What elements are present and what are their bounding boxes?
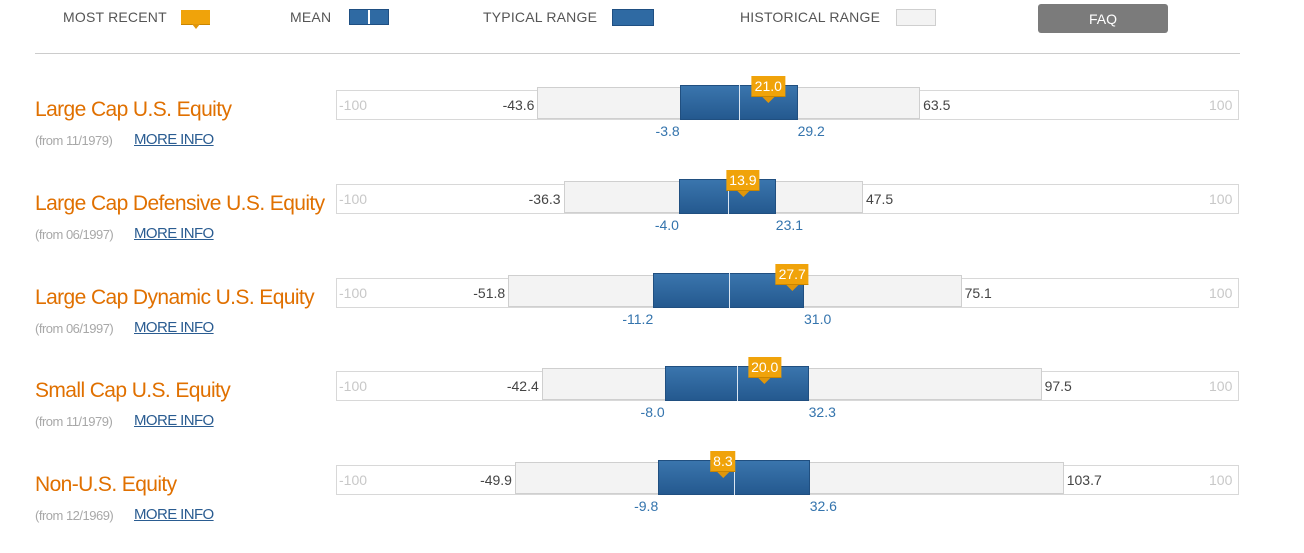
typical-high-label: 29.2 [797, 123, 825, 139]
most-recent-marker: 27.7 [775, 264, 809, 291]
range-row: Large Cap Dynamic U.S. Equity (from 06/19… [0, 264, 1304, 366]
range-row: Non-U.S. Equity (from 12/1969) MORE INFO -1… [0, 451, 1304, 553]
legend: MOST RECENT MEAN TYPICAL RANGE HISTORICA… [0, 0, 1304, 40]
historical-low-label: -42.4 [506, 378, 539, 394]
typical-low-label: -8.0 [640, 404, 665, 420]
more-info-link[interactable]: MORE INFO [134, 412, 214, 429]
divider [35, 53, 1240, 54]
typical-high-label: 32.6 [809, 498, 837, 514]
most-recent-swatch [181, 10, 210, 29]
range-row: Small Cap U.S. Equity (from 11/1979) MORE … [0, 357, 1304, 459]
row-title: Large Cap Defensive U.S. Equity [35, 192, 325, 215]
historical-high-label: 97.5 [1044, 378, 1072, 394]
more-info-link[interactable]: MORE INFO [134, 319, 214, 336]
historical-low-label: -51.8 [473, 285, 506, 301]
row-since-date: (from 06/1997) [35, 321, 114, 336]
mean-marker [727, 179, 729, 214]
typical-range-swatch [612, 9, 654, 26]
typical-low-label: -9.8 [634, 498, 659, 514]
row-title: Large Cap Dynamic U.S. Equity [35, 286, 315, 309]
axis-min-label: -100 [339, 472, 368, 488]
historical-high-label: 47.5 [865, 191, 894, 207]
typical-range-bar [664, 366, 809, 401]
range-row: Large Cap Defensive U.S. Equity (from 06/… [0, 170, 1304, 272]
typical-low-label: -4.0 [654, 217, 679, 233]
axis-min-label: -100 [339, 97, 368, 113]
typical-low-label: -11.2 [622, 311, 654, 327]
typical-high-label: 32.3 [808, 404, 836, 420]
more-info-link[interactable]: MORE INFO [134, 225, 214, 242]
typical-high-label: 31.0 [804, 311, 832, 327]
row-title: Large Cap U.S. Equity [35, 98, 232, 121]
typical-low-label: -3.8 [655, 123, 680, 139]
most-recent-marker: 8.3 [710, 451, 736, 478]
axis-max-label: 100 [1209, 472, 1233, 488]
legend-most-recent-label: MOST RECENT [63, 9, 167, 25]
historical-high-label: 103.7 [1066, 472, 1102, 488]
legend-historical-range-label: HISTORICAL RANGE [740, 9, 881, 25]
legend-typical-range-label: TYPICAL RANGE [483, 9, 598, 25]
legend-mean-label: MEAN [290, 9, 332, 25]
historical-high-label: 75.1 [964, 285, 992, 301]
row-title: Non-U.S. Equity [35, 473, 177, 496]
mean-marker [728, 273, 730, 308]
row-since-date: (from 11/1979) [35, 414, 113, 429]
typical-range-bar [679, 85, 798, 120]
most-recent-marker: 21.0 [751, 76, 785, 103]
more-info-link[interactable]: MORE INFO [134, 506, 214, 523]
typical-high-label: 23.1 [775, 217, 804, 233]
mean-marker [736, 366, 738, 401]
range-row: Large Cap U.S. Equity (from 11/1979) MORE … [0, 76, 1304, 178]
axis-min-label: -100 [339, 378, 368, 394]
axis-min-label: -100 [339, 285, 368, 301]
mean-marker [733, 460, 735, 495]
row-title: Small Cap U.S. Equity [35, 379, 231, 402]
historical-low-label: -49.9 [480, 472, 512, 488]
axis-max-label: 100 [1209, 378, 1233, 394]
historical-low-label: -43.6 [502, 97, 535, 113]
row-since-date: (from 12/1969) [35, 508, 114, 523]
axis-max-label: 100 [1209, 191, 1233, 207]
axis-max-label: 100 [1209, 285, 1233, 301]
mean-swatch [349, 9, 389, 25]
most-recent-marker: 13.9 [726, 170, 760, 197]
mean-marker [738, 85, 740, 120]
more-info-link[interactable]: MORE INFO [134, 131, 214, 148]
historical-low-label: -36.3 [528, 191, 561, 207]
axis-max-label: 100 [1209, 97, 1233, 113]
row-since-date: (from 11/1979) [35, 133, 113, 148]
historical-range-swatch [896, 9, 936, 26]
most-recent-marker: 20.0 [748, 357, 782, 384]
axis-min-label: -100 [339, 191, 368, 207]
historical-high-label: 63.5 [923, 97, 951, 113]
faq-button[interactable]: FAQ [1038, 4, 1168, 33]
row-since-date: (from 06/1997) [35, 227, 114, 242]
